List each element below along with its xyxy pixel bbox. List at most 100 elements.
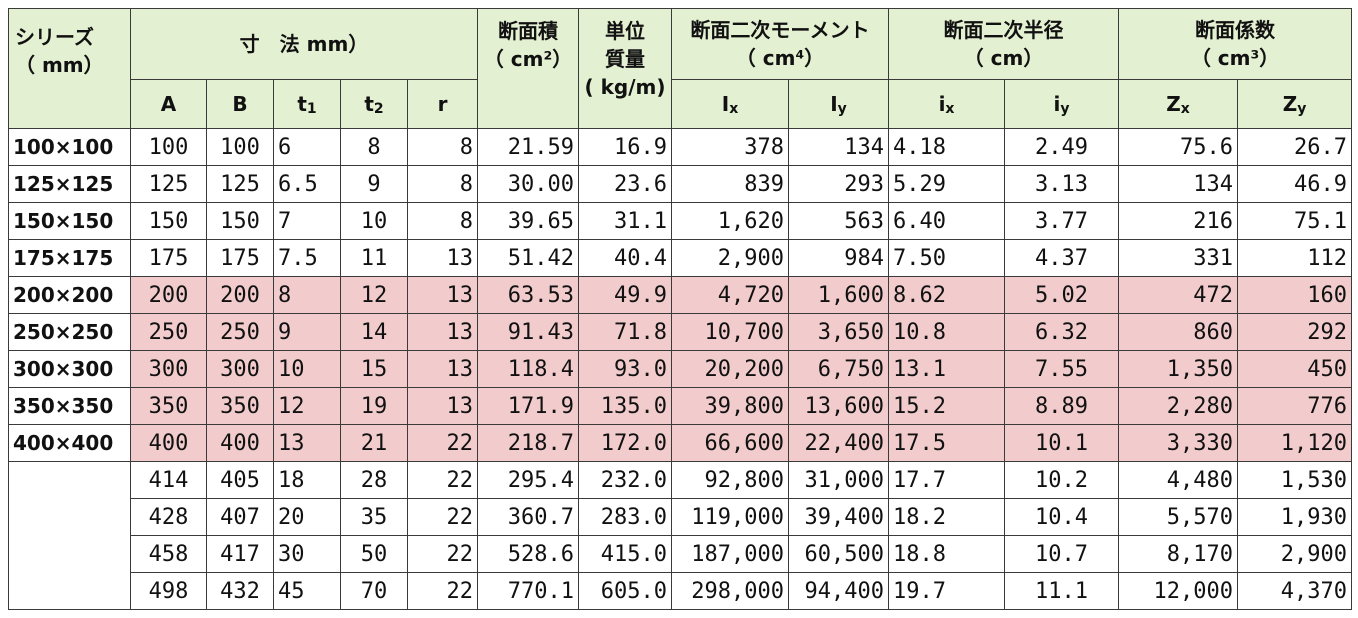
cell-t2: 28 (340, 461, 408, 499)
cell-iy: 7.55 (1004, 350, 1120, 388)
cell-ix: 6.40 (888, 202, 1006, 240)
cell-iy: 11.1 (1004, 572, 1120, 610)
cell-t1: 7 (273, 202, 341, 240)
cell-iy: 3.77 (1004, 202, 1120, 240)
cell-area: 295.4 (477, 461, 579, 499)
series-cell: 125×125 (8, 165, 131, 203)
cell-Zx: 3,330 (1118, 424, 1239, 462)
cell-Ix: 92,800 (671, 461, 789, 499)
col-ix: ix (888, 79, 1006, 129)
table-row: 100×100 100 100 6 8 8 21.59 16.9 378 134 4.18 2.49 7… (8, 128, 1353, 166)
table-row: 350×350 350 350 12 19 13 171.9 135.0 39,800 13,60… (8, 387, 1353, 425)
cell-Zy: 4,370 (1237, 572, 1353, 610)
cell-mass: 283.0 (578, 498, 672, 536)
modulus-header: 断面係数 （ cm³） (1118, 8, 1353, 80)
cell-Zy: 1,120 (1237, 424, 1353, 462)
cell-Ix: 839 (671, 165, 789, 203)
cell-Ix: 187,000 (671, 535, 789, 573)
cell-r: 22 (407, 572, 478, 610)
cell-Zx: 134 (1118, 165, 1239, 203)
cell-B: 250 (206, 313, 274, 351)
table-row: 428 407 20 35 22 360.7 283.0 119,000 39,400 18.2 1… (8, 498, 1353, 536)
col-A: A (130, 79, 207, 129)
cell-A: 150 (130, 202, 207, 240)
cell-B: 200 (206, 276, 274, 314)
cell-mass: 31.1 (578, 202, 672, 240)
cell-A: 414 (130, 461, 207, 499)
cell-iy: 5.02 (1004, 276, 1120, 314)
series-cell (8, 498, 131, 536)
cell-Zy: 776 (1237, 387, 1353, 425)
cell-area: 51.42 (477, 239, 579, 277)
cell-Ix: 2,900 (671, 239, 789, 277)
cell-r: 22 (407, 498, 478, 536)
cell-r: 8 (407, 165, 478, 203)
cell-Zx: 331 (1118, 239, 1239, 277)
series-cell: 400×400 (8, 424, 131, 462)
col-Zy: Zy (1237, 79, 1353, 129)
cell-mass: 23.6 (578, 165, 672, 203)
cell-Iy: 563 (787, 202, 890, 240)
inertia-header: 断面二次モーメント （ cm⁴） (670, 8, 890, 80)
cell-mass: 135.0 (578, 387, 672, 425)
series-cell (8, 461, 131, 499)
cell-ix: 10.8 (888, 313, 1006, 351)
cell-area: 91.43 (477, 313, 579, 351)
cell-A: 498 (130, 572, 207, 610)
series-cell (8, 535, 131, 573)
cell-B: 300 (206, 350, 274, 388)
cell-mass: 415.0 (578, 535, 672, 573)
col-iy: iy (1004, 79, 1120, 129)
cell-area: 171.9 (477, 387, 579, 425)
cell-r: 22 (407, 535, 478, 573)
cell-Ix: 119,000 (671, 498, 789, 536)
cell-Zx: 12,000 (1118, 572, 1239, 610)
cell-Ix: 378 (671, 128, 789, 166)
cell-iy: 8.89 (1004, 387, 1120, 425)
table-row: 125×125 125 125 6.5 9 8 30.00 23.6 839 293 5.29 3.1… (8, 165, 1353, 203)
cell-Ix: 20,200 (671, 350, 789, 388)
cell-A: 100 (130, 128, 207, 166)
cell-Iy: 293 (787, 165, 890, 203)
cell-A: 400 (130, 424, 207, 462)
cell-t2: 15 (340, 350, 408, 388)
series-cell: 350×350 (8, 387, 131, 425)
cell-Ix: 10,700 (671, 313, 789, 351)
col-t2-symbol: t (364, 91, 374, 116)
cell-Zx: 5,570 (1118, 498, 1239, 536)
cell-t2: 14 (340, 313, 408, 351)
col-iy-subscript: y (1060, 100, 1070, 117)
cell-B: 175 (206, 239, 274, 277)
cell-Zx: 4,480 (1118, 461, 1239, 499)
cell-Ix: 66,600 (671, 424, 789, 462)
cell-t2: 11 (340, 239, 408, 277)
col-B: B (206, 79, 274, 129)
cell-t2: 8 (340, 128, 408, 166)
cell-Zx: 1,350 (1118, 350, 1239, 388)
area-header: 断面積 （ cm²） (477, 8, 579, 129)
cell-mass: 40.4 (578, 239, 672, 277)
cell-r: 13 (407, 350, 478, 388)
cell-A: 175 (130, 239, 207, 277)
cell-B: 417 (206, 535, 274, 573)
cell-A: 458 (130, 535, 207, 573)
cell-A: 350 (130, 387, 207, 425)
mass-header-line2: 質量 (605, 47, 645, 71)
col-iy-symbol: i (1053, 91, 1061, 116)
cell-B: 350 (206, 387, 274, 425)
cell-area: 528.6 (477, 535, 579, 573)
cell-Iy: 39,400 (787, 498, 890, 536)
cell-r: 8 (407, 128, 478, 166)
col-Zy-symbol: Z (1282, 91, 1298, 116)
cell-t2: 70 (340, 572, 408, 610)
series-header-line1: シリーズ (15, 25, 94, 49)
cell-mass: 232.0 (578, 461, 672, 499)
cell-Zy: 46.9 (1237, 165, 1353, 203)
cell-r: 13 (407, 276, 478, 314)
col-Ix-subscript: x (729, 100, 739, 117)
cell-Ix: 1,620 (671, 202, 789, 240)
cell-t2: 19 (340, 387, 408, 425)
cell-t2: 50 (340, 535, 408, 573)
table-header: シリーズ （ mm） 寸 法 mm） 断面積 （ cm²） 単位 質量 ( kg… (8, 8, 1353, 129)
cell-mass: 605.0 (578, 572, 672, 610)
